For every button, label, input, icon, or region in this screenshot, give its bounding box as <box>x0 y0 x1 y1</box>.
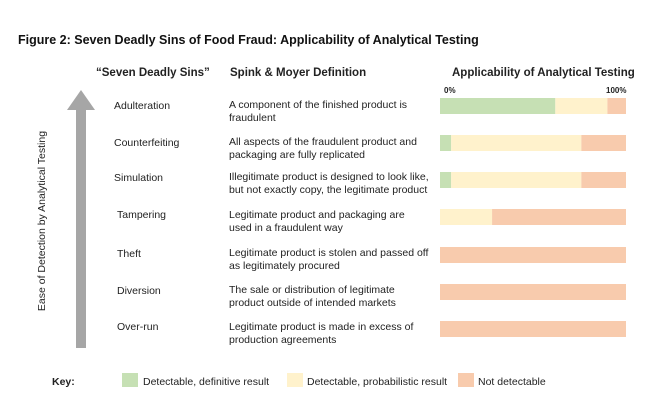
definition-text: Legitimate product and packaging are use… <box>229 209 405 234</box>
bar-segment-probabilistic-adulteration <box>555 98 608 114</box>
column-header-definition: Spink & Moyer Definition <box>230 67 367 79</box>
bar-segment-probabilistic-simulation <box>451 172 582 188</box>
sin-label: Tampering <box>117 209 167 221</box>
bar-segment-not-detectable-theft <box>440 247 626 263</box>
definition-text: Legitimate product is made in excess of … <box>229 321 414 346</box>
key-swatch-not-detectable <box>458 373 474 387</box>
arrow-head <box>67 90 95 110</box>
definition-text: A component of the finished product is f… <box>229 99 408 124</box>
column-header-sins: “Seven Deadly Sins” <box>96 67 210 79</box>
key-label-definitive: Detectable, definitive result <box>143 376 270 388</box>
sin-label: Diversion <box>117 285 161 297</box>
bar-segment-not-detectable-over-run <box>440 321 626 337</box>
sin-label: Over-run <box>117 321 159 333</box>
bar-segment-not-detectable-diversion <box>440 284 626 300</box>
column-header-applicability: Applicability of Analytical Testing <box>452 67 635 79</box>
bar-segment-not-detectable-simulation <box>581 172 626 188</box>
bar-segment-not-detectable-adulteration <box>607 98 626 114</box>
sin-label: Theft <box>117 248 141 260</box>
key-swatch-definitive <box>122 373 138 387</box>
bar-segment-probabilistic-tampering <box>440 209 493 225</box>
sin-label: Adulteration <box>114 100 171 112</box>
bar-segment-definitive-simulation <box>440 172 452 188</box>
key-label-probabilistic: Detectable, probabilistic result <box>307 376 448 388</box>
bar-segment-not-detectable-tampering <box>492 209 626 225</box>
figure-title: Figure 2: Seven Deadly Sins of Food Frau… <box>18 33 479 47</box>
key-swatch-probabilistic <box>287 373 303 387</box>
key-label-not-detectable: Not detectable <box>478 376 546 388</box>
sin-label: Counterfeiting <box>114 137 180 149</box>
scale-start-label: 0% <box>444 86 456 95</box>
definition-text: Illegitimate product is designed to look… <box>229 171 429 196</box>
key-title: Key: <box>52 376 75 388</box>
scale-end-label: 100% <box>606 86 627 95</box>
bar-segment-probabilistic-counterfeiting <box>451 135 582 151</box>
bar-segment-definitive-counterfeiting <box>440 135 452 151</box>
definition-text: All aspects of the fraudulent product an… <box>229 136 417 161</box>
bar-segment-not-detectable-counterfeiting <box>581 135 626 151</box>
sin-label: Simulation <box>114 172 164 184</box>
detection-ease-arrow <box>67 90 95 348</box>
applicability-bars <box>440 98 626 337</box>
bar-segment-definitive-adulteration <box>440 98 556 114</box>
arrow-shaft <box>76 108 86 348</box>
definition-text: The sale or distribution of legitimate p… <box>229 284 396 309</box>
definition-text: Legitimate product is stolen and passed … <box>229 247 429 272</box>
